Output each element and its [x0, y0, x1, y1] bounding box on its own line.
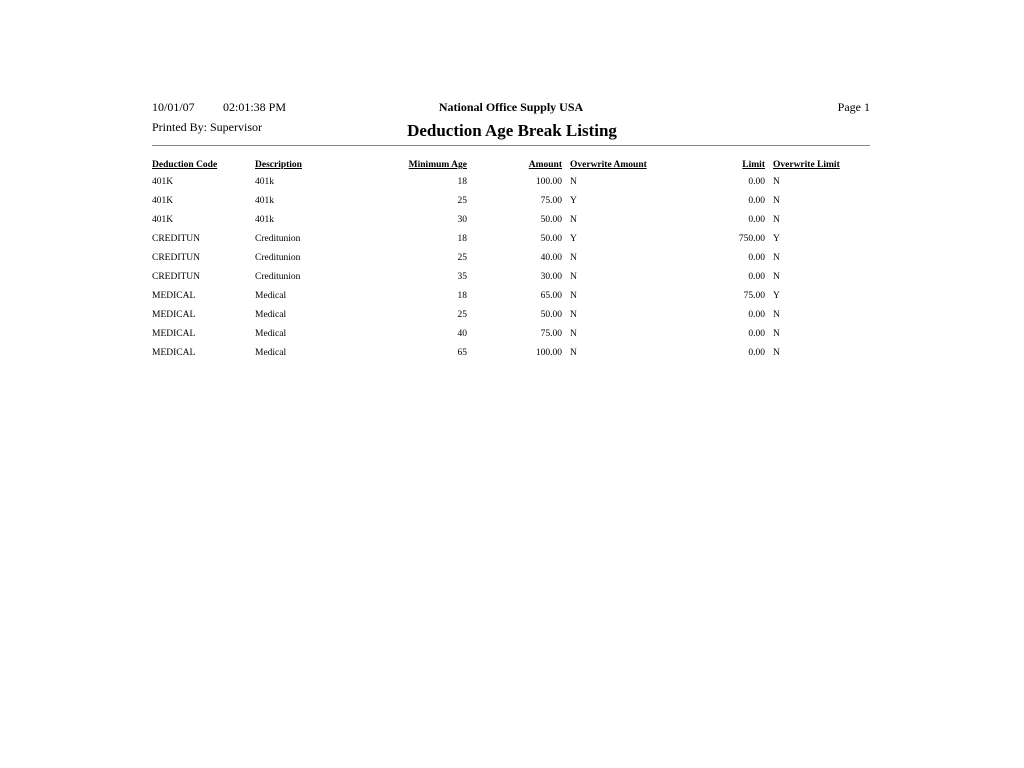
- column-header: Overwrite Limit: [773, 160, 840, 170]
- table-cell: N: [570, 310, 577, 320]
- table-cell: N: [773, 272, 780, 282]
- table-cell: 401K: [152, 196, 174, 206]
- table-cell: 401k: [255, 196, 274, 206]
- table-cell: 0.00: [748, 329, 765, 339]
- table-cell: 0.00: [748, 272, 765, 282]
- table-cell: 401K: [152, 215, 174, 225]
- table-cell: N: [773, 177, 780, 187]
- table-cell: 50.00: [540, 215, 562, 225]
- table-cell: MEDICAL: [152, 329, 196, 339]
- table-cell: 50.00: [540, 234, 562, 244]
- table-cell: Y: [773, 291, 780, 301]
- table-cell: Y: [773, 234, 780, 244]
- table-cell: Creditunion: [255, 272, 301, 282]
- table-cell: Y: [570, 196, 577, 206]
- table-cell: 401K: [152, 177, 174, 187]
- table-cell: 30: [457, 215, 468, 225]
- column-header: Deduction Code: [152, 160, 218, 170]
- table-cell: MEDICAL: [152, 348, 196, 358]
- table-cell: N: [773, 253, 780, 263]
- table-cell: 18: [457, 234, 468, 244]
- table-cell: N: [773, 196, 780, 206]
- table-cell: N: [570, 215, 577, 225]
- table-cell: N: [570, 177, 577, 187]
- column-header: Description: [255, 160, 302, 170]
- report-time: 02:01:38 PM: [223, 100, 287, 114]
- table-cell: 18: [457, 291, 468, 301]
- table-cell: 18: [457, 177, 468, 187]
- column-header: Limit: [742, 160, 765, 170]
- header-rule: [152, 145, 870, 146]
- table-cell: MEDICAL: [152, 291, 196, 301]
- table-cell: N: [773, 310, 780, 320]
- table-cell: 750.00: [738, 234, 765, 244]
- table-cell: 35: [457, 272, 468, 282]
- table-cell: N: [570, 329, 577, 339]
- table-cell: 401k: [255, 215, 274, 225]
- table-cell: 100.00: [535, 348, 562, 358]
- table-cell: 100.00: [535, 177, 562, 187]
- table-cell: Medical: [255, 291, 287, 301]
- table-cell: N: [773, 329, 780, 339]
- printed-by: Printed By: Supervisor: [152, 120, 262, 134]
- table-cell: CREDITUN: [152, 272, 201, 282]
- table-cell: 25: [457, 253, 468, 263]
- table-cell: 25: [457, 310, 468, 320]
- table-cell: 30.00: [540, 272, 562, 282]
- report-date: 10/01/07: [152, 100, 195, 114]
- column-header: Amount: [528, 160, 562, 170]
- table-cell: N: [773, 348, 780, 358]
- table-cell: 75.00: [540, 196, 562, 206]
- table-cell: Medical: [255, 310, 287, 320]
- table-cell: CREDITUN: [152, 253, 201, 263]
- table-cell: 0.00: [748, 177, 765, 187]
- company-name: National Office Supply USA: [438, 100, 584, 114]
- table-cell: MEDICAL: [152, 310, 196, 320]
- table-cell: 40: [457, 329, 468, 339]
- table-cell: 75.00: [540, 329, 562, 339]
- table-cell: 40.00: [540, 253, 562, 263]
- table-cell: 0.00: [748, 253, 765, 263]
- table-cell: Medical: [255, 329, 287, 339]
- table-cell: N: [570, 272, 577, 282]
- table-cell: Creditunion: [255, 253, 301, 263]
- table-cell: 25: [457, 196, 468, 206]
- table-cell: Creditunion: [255, 234, 301, 244]
- table-cell: N: [570, 253, 577, 263]
- table-cell: 0.00: [748, 348, 765, 358]
- table-cell: 0.00: [748, 215, 765, 225]
- table-cell: Y: [570, 234, 577, 244]
- table-cell: N: [570, 348, 577, 358]
- table-cell: 65.00: [540, 291, 562, 301]
- table-cell: Medical: [255, 348, 287, 358]
- table-cell: N: [570, 291, 577, 301]
- column-header: Overwrite Amount: [570, 160, 647, 170]
- table-cell: 0.00: [748, 310, 765, 320]
- column-header: Minimum Age: [408, 160, 467, 170]
- table-cell: 0.00: [748, 196, 765, 206]
- table-cell: 75.00: [743, 291, 765, 301]
- table-cell: 401k: [255, 177, 274, 187]
- table-cell: 65: [457, 348, 468, 358]
- report-title: Deduction Age Break Listing: [407, 121, 617, 140]
- table-cell: CREDITUN: [152, 234, 201, 244]
- page-number: Page 1: [837, 100, 870, 114]
- table-cell: N: [773, 215, 780, 225]
- table-cell: 50.00: [540, 310, 562, 320]
